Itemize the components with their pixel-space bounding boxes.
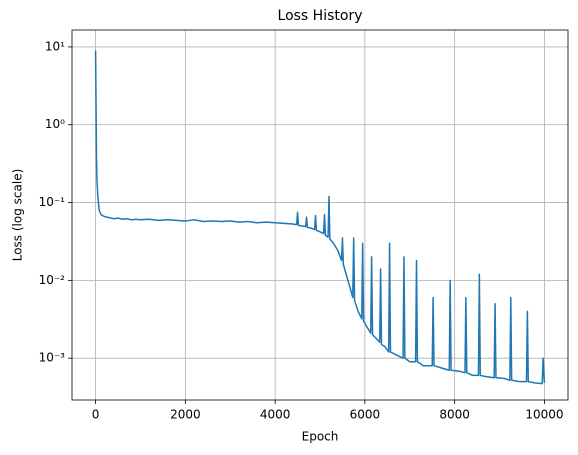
- chart-title: Loss History: [278, 8, 363, 24]
- plot-frame: [71, 29, 569, 401]
- y-tick-label: 10¹: [45, 39, 65, 53]
- x-tick-label: 6000: [350, 408, 381, 422]
- x-tick-label: 8000: [439, 408, 470, 422]
- y-tick-label: 10⁻¹: [39, 195, 66, 209]
- x-tick-label: 4000: [260, 408, 291, 422]
- y-tick-label: 10⁻³: [39, 351, 66, 365]
- x-tick-label: 10000: [525, 408, 563, 422]
- y-axis-label: Loss (log scale): [11, 169, 25, 262]
- y-tick-label: 10⁰: [45, 117, 65, 131]
- x-tick-label: 2000: [170, 408, 201, 422]
- x-axis-label: Epoch: [302, 430, 339, 444]
- x-tick-label: 0: [92, 408, 100, 422]
- y-tick-label: 10⁻²: [39, 273, 66, 287]
- loss-line: [94, 50, 546, 385]
